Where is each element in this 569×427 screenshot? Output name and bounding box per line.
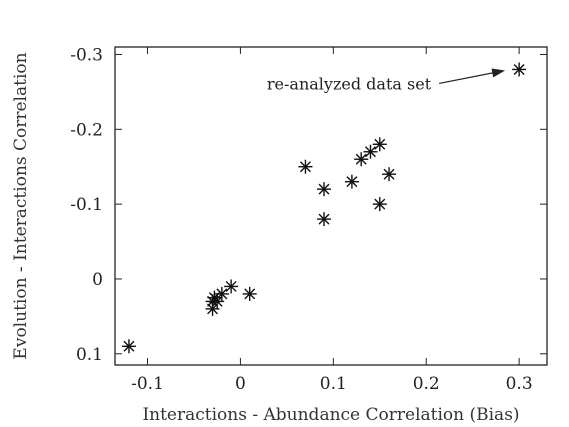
data-point: [121, 339, 136, 354]
data-point: [210, 294, 225, 309]
annotation-text: re-analyzed data set: [267, 74, 432, 93]
y-tick-label: -0.2: [70, 120, 103, 140]
y-tick-label: -0.3: [70, 45, 103, 65]
x-axis-label: Interactions - Abundance Correlation (Bi…: [142, 405, 519, 425]
data-point: [372, 137, 387, 152]
data-point: [298, 159, 313, 174]
data-point: [354, 152, 369, 167]
data-point: [363, 144, 378, 159]
x-tick-label: 0: [235, 374, 246, 394]
y-axis-ticks: -0.3 -0.2 -0.1 0 0.1: [70, 45, 547, 365]
x-tick-label: 0.3: [506, 374, 533, 394]
data-point: [317, 212, 332, 227]
data-points: [121, 62, 527, 354]
data-point: [344, 174, 359, 189]
x-tick-label: 0.2: [413, 374, 440, 394]
x-tick-label: -0.1: [131, 374, 164, 394]
annotation-group: re-analyzed data set: [267, 68, 506, 93]
y-tick-label: 0: [92, 270, 103, 290]
data-point: [372, 197, 387, 212]
annotation-arrow: [439, 71, 500, 85]
data-point: [512, 62, 527, 77]
x-tick-label: 0.1: [320, 374, 347, 394]
y-axis-label: Evolution - Interactions Correlation: [11, 52, 31, 359]
annotation-arrowhead: [491, 68, 506, 78]
plot-frame: [114, 46, 548, 366]
data-point: [242, 286, 257, 301]
data-point: [224, 279, 239, 294]
data-point: [382, 167, 397, 182]
y-tick-label: -0.1: [70, 195, 103, 215]
x-axis-ticks: -0.1 0 0.1 0.2 0.3: [131, 47, 533, 394]
y-tick-label: 0.1: [76, 345, 103, 365]
data-point: [317, 182, 332, 197]
data-point: [214, 286, 229, 301]
